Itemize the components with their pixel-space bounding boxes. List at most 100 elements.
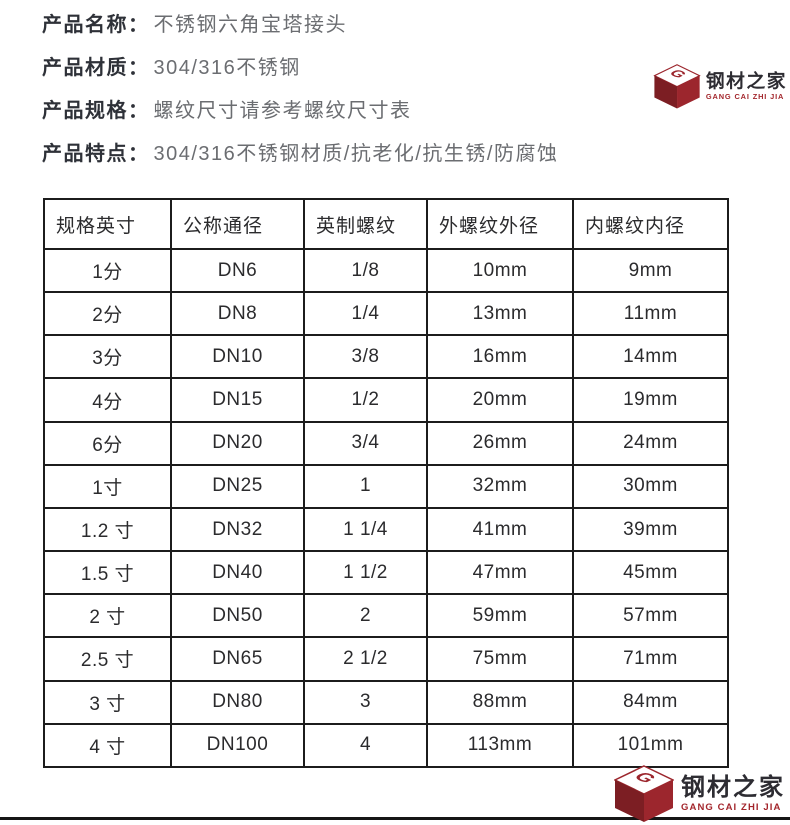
table-cell: DN8 xyxy=(170,291,305,337)
table-row: 2分 DN8 1/4 13mm 11mm xyxy=(43,291,729,337)
product-name-row: 产品名称： 不锈钢六角宝塔接头 xyxy=(42,1,558,44)
table-cell: 88mm xyxy=(426,679,574,725)
table-cell: 2 1/2 xyxy=(303,636,428,682)
table-row: 1寸 DN25 1 32mm 30mm xyxy=(43,463,729,509)
product-material-label: 产品材质： xyxy=(42,57,150,79)
table-cell: 59mm xyxy=(426,593,574,639)
table-cell: 4 寸 xyxy=(43,722,172,769)
table-cell: 3 寸 xyxy=(43,679,172,725)
brand-logo-bottom: G 钢材之家 GANG CAI ZHI JIA xyxy=(614,765,785,823)
table-cell: 41mm xyxy=(426,506,574,553)
table-cell: 4分 xyxy=(43,377,172,423)
product-info: 产品名称： 不锈钢六角宝塔接头 产品材质： 304/316不锈钢 产品规格： 螺… xyxy=(42,1,558,173)
brand-cube-icon: G xyxy=(614,765,674,822)
brand-name-en: GANG CAI ZHI JIA xyxy=(705,92,785,102)
table-cell: DN15 xyxy=(170,377,305,423)
table-cell: 16mm xyxy=(426,334,574,380)
table-cell: DN6 xyxy=(170,247,305,294)
table-row: 3分 DN10 3/8 16mm 14mm xyxy=(43,334,729,380)
column-header: 英制螺纹 xyxy=(303,198,428,250)
table-cell: 3 xyxy=(303,679,428,725)
table-cell: 39mm xyxy=(572,506,729,553)
product-spec-value: 螺纹尺寸请参考螺纹尺寸表 xyxy=(153,100,412,122)
table-cell: 4 xyxy=(303,722,428,769)
table-cell: 10mm xyxy=(426,247,574,294)
table-row: 4 寸 DN100 4 113mm 101mm xyxy=(43,722,729,769)
table-cell: 1/2 xyxy=(303,377,428,423)
product-material-value: 304/316不锈钢 xyxy=(153,57,301,79)
table-cell: 24mm xyxy=(572,420,729,466)
brand-text: 钢材之家 GANG CAI ZHI JIA xyxy=(681,775,785,813)
table-cell: 9mm xyxy=(572,247,729,294)
table-cell: 84mm xyxy=(572,679,729,725)
table-cell: 2.5 寸 xyxy=(43,636,172,682)
table-cell: 3分 xyxy=(43,334,172,380)
brand-text: 钢材之家 GANG CAI ZHI JIA xyxy=(706,72,787,102)
table-cell: DN40 xyxy=(170,550,305,596)
table-cell: DN65 xyxy=(170,636,305,682)
table-cell: DN50 xyxy=(170,593,305,639)
product-material-row: 产品材质： 304/316不锈钢 xyxy=(42,44,558,87)
product-name-value: 不锈钢六角宝塔接头 xyxy=(153,14,347,36)
table-cell: DN80 xyxy=(170,679,305,725)
table-cell: DN100 xyxy=(170,722,305,769)
table-cell: 6分 xyxy=(43,420,172,466)
table-cell: 45mm xyxy=(572,550,729,596)
brand-name-en: GANG CAI ZHI JIA xyxy=(681,802,782,814)
table-cell: 1 1/2 xyxy=(303,550,428,596)
table-cell: 1/4 xyxy=(303,291,428,337)
table-cell: 71mm xyxy=(572,636,729,682)
brand-logo-top: G 钢材之家 GANG CAI ZHI JIA xyxy=(653,64,787,109)
table-cell: 2 xyxy=(303,593,428,639)
table-cell: DN32 xyxy=(170,506,305,553)
brand-name-cn: 钢材之家 xyxy=(681,773,785,801)
table-cell: 26mm xyxy=(426,420,574,466)
table-cell: 2分 xyxy=(43,291,172,337)
table-row: 4分 DN15 1/2 20mm 19mm xyxy=(43,377,729,423)
table-row: 1.2 寸 DN32 1 1/4 41mm 39mm xyxy=(43,506,729,553)
column-header: 内螺纹内径 xyxy=(572,198,729,250)
table-cell: 1 xyxy=(303,463,428,509)
product-name-label: 产品名称： xyxy=(42,14,150,36)
table-cell: DN10 xyxy=(170,334,305,380)
column-header: 公称通径 xyxy=(170,198,305,250)
table-cell: 75mm xyxy=(426,636,574,682)
table-row: 3 寸 DN80 3 88mm 84mm xyxy=(43,679,729,725)
table-cell: 1寸 xyxy=(43,463,172,509)
table-cell: 3/8 xyxy=(303,334,428,380)
table-cell: 47mm xyxy=(426,550,574,596)
spec-table: 规格英寸 公称通径 英制螺纹 外螺纹外径 内螺纹内径 1分 DN6 1/8 10mm 9mm 2分… xyxy=(43,198,729,769)
table-cell: 14mm xyxy=(572,334,729,380)
table-cell: 1/8 xyxy=(303,247,428,294)
product-feature-label: 产品特点： xyxy=(42,143,150,165)
product-feature-value: 304/316不锈钢材质/抗老化/抗生锈/防腐蚀 xyxy=(153,143,559,165)
table-header-row: 规格英寸 公称通径 英制螺纹 外螺纹外径 内螺纹内径 xyxy=(43,198,729,250)
table-cell: 3/4 xyxy=(303,420,428,466)
table-row: 2 寸 DN50 2 59mm 57mm xyxy=(43,593,729,639)
table-cell: 1分 xyxy=(43,247,172,294)
column-header: 规格英寸 xyxy=(43,198,172,250)
table-cell: DN20 xyxy=(170,420,305,466)
table-cell: 20mm xyxy=(426,377,574,423)
product-spec-row: 产品规格： 螺纹尺寸请参考螺纹尺寸表 xyxy=(42,87,558,130)
table-cell: 113mm xyxy=(426,722,574,769)
table-cell: 2 寸 xyxy=(43,593,172,639)
table-cell: 101mm xyxy=(572,722,729,769)
product-spec-label: 产品规格： xyxy=(42,100,150,122)
table-cell: 19mm xyxy=(572,377,729,423)
table-row: 1分 DN6 1/8 10mm 9mm xyxy=(43,247,729,294)
table-cell: 11mm xyxy=(572,291,729,337)
brand-name-cn: 钢材之家 xyxy=(705,70,787,93)
table-row: 6分 DN20 3/4 26mm 24mm xyxy=(43,420,729,466)
product-feature-row: 产品特点： 304/316不锈钢材质/抗老化/抗生锈/防腐蚀 xyxy=(42,130,558,173)
brand-cube-icon: G xyxy=(653,64,701,109)
table-cell: 57mm xyxy=(572,593,729,639)
table-cell: 32mm xyxy=(426,463,574,509)
bottom-divider xyxy=(0,817,790,820)
table-cell: 1 1/4 xyxy=(303,506,428,553)
table-row: 2.5 寸 DN65 2 1/2 75mm 71mm xyxy=(43,636,729,682)
table-cell: 13mm xyxy=(426,291,574,337)
table-row: 1.5 寸 DN40 1 1/2 47mm 45mm xyxy=(43,550,729,596)
column-header: 外螺纹外径 xyxy=(426,198,574,250)
table-cell: 1.5 寸 xyxy=(43,550,172,596)
